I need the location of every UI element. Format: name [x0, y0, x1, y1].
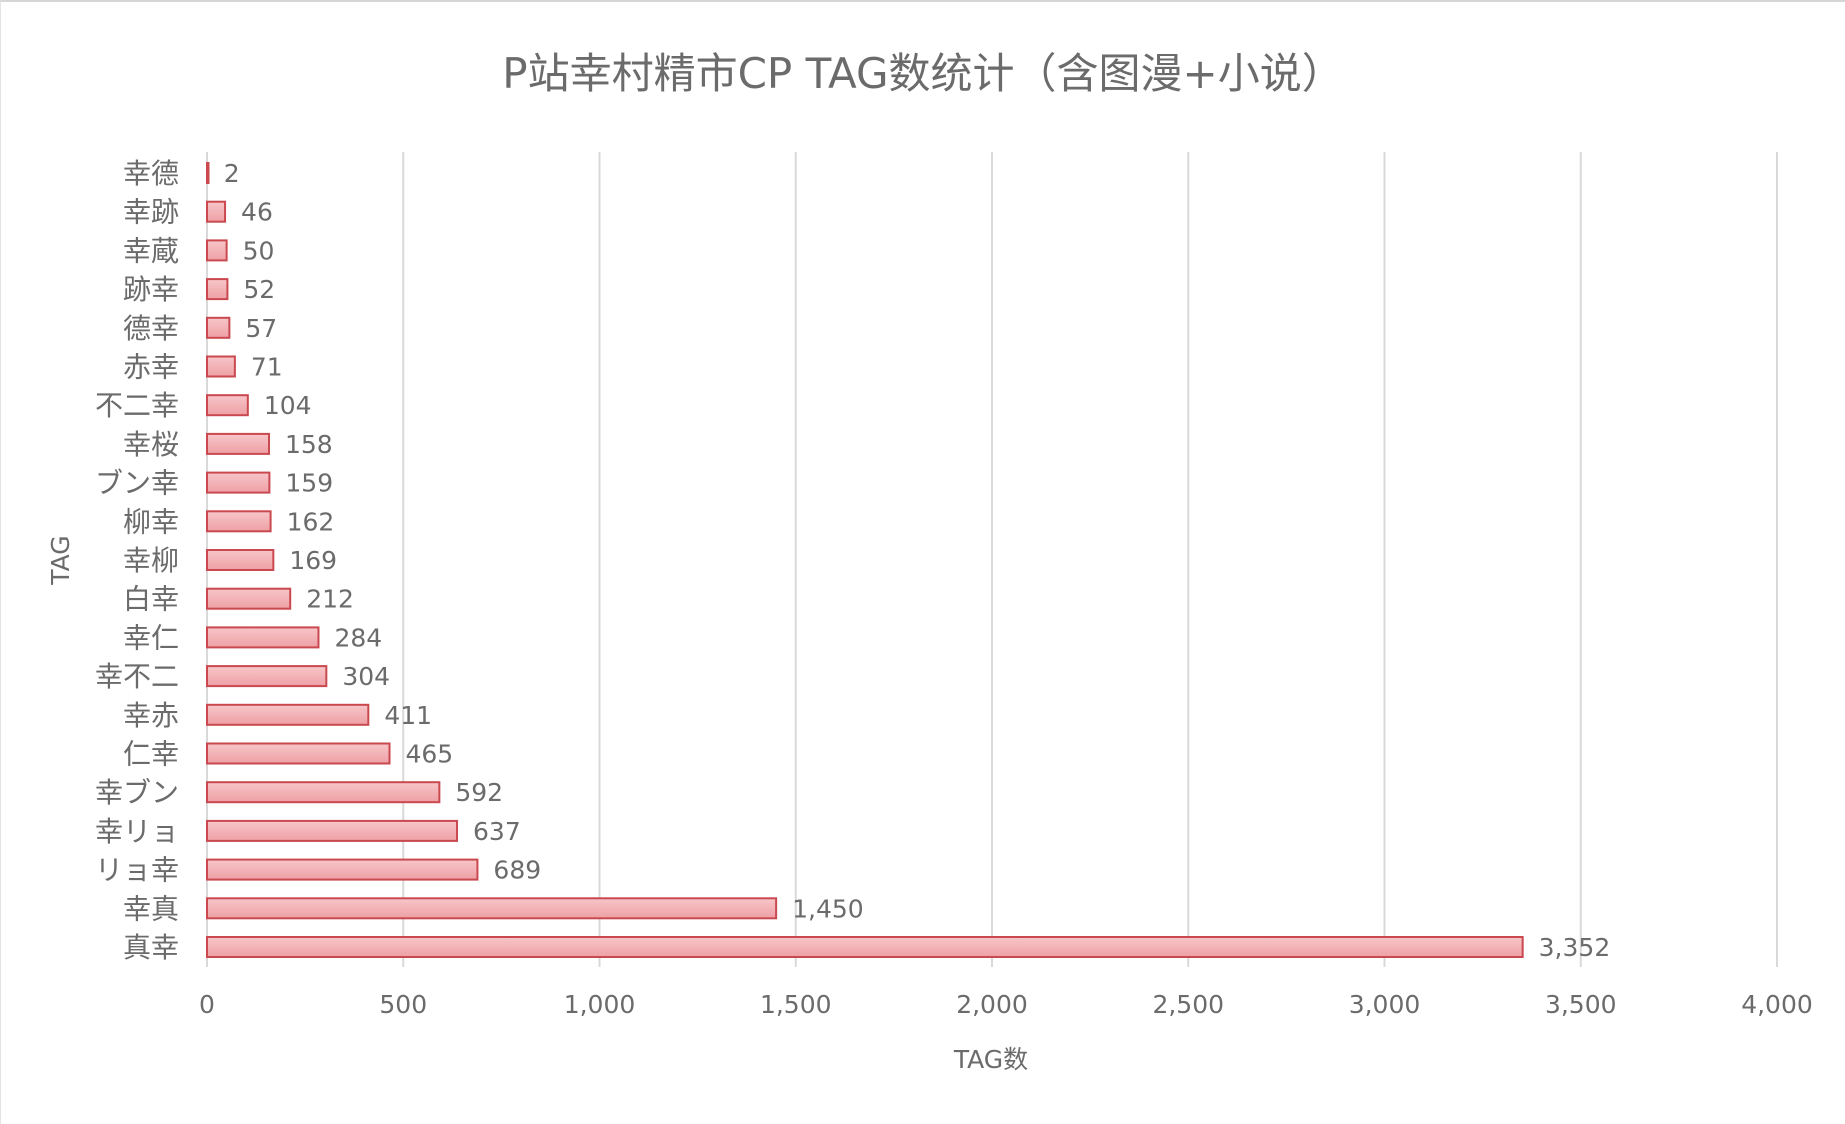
x-axis-title: TAG数 — [953, 1045, 1028, 1074]
data-label: 212 — [306, 585, 354, 614]
category-label: 赤幸 — [123, 351, 179, 384]
bar — [206, 316, 231, 339]
category-label: 仁幸 — [123, 738, 179, 771]
category-label: 不二幸 — [95, 389, 179, 422]
data-label: 689 — [493, 856, 541, 885]
category-label: 跡幸 — [123, 273, 179, 306]
data-label: 284 — [334, 623, 382, 652]
category-label: ブン幸 — [95, 467, 179, 500]
category-label: 幸リョ — [95, 815, 179, 848]
category-labels: 幸德幸跡幸蔵跡幸德幸赤幸不二幸幸桜ブン幸柳幸幸柳白幸幸仁幸不二幸赤仁幸幸ブン幸リ… — [95, 157, 179, 964]
x-tick-label: 0 — [199, 990, 215, 1019]
category-label: 幸ブン — [95, 776, 179, 809]
x-tick-label: 1,000 — [564, 990, 636, 1019]
category-label: リョ幸 — [95, 854, 179, 887]
bar — [206, 742, 391, 765]
data-label: 1,450 — [792, 894, 864, 923]
bar — [206, 665, 328, 688]
bar — [206, 897, 778, 920]
data-label: 637 — [473, 817, 521, 846]
data-label: 592 — [455, 778, 503, 807]
x-tick-label: 2,000 — [956, 990, 1028, 1019]
bar — [206, 432, 271, 455]
bar — [206, 278, 229, 301]
data-label: 411 — [384, 701, 432, 730]
bar — [206, 549, 275, 571]
x-tick-label: 4,000 — [1741, 990, 1813, 1019]
data-label: 104 — [264, 391, 312, 420]
data-label: 162 — [287, 507, 335, 536]
data-label: 304 — [342, 662, 390, 691]
bar — [206, 703, 370, 726]
bar — [206, 471, 271, 494]
category-label: 幸真 — [123, 892, 179, 925]
x-tick-label: 500 — [379, 990, 427, 1019]
category-label: 真幸 — [123, 931, 179, 964]
category-label: 幸赤 — [123, 699, 179, 732]
data-label: 159 — [285, 469, 333, 498]
x-tick-label: 3,000 — [1349, 990, 1421, 1019]
category-label: 白幸 — [123, 583, 179, 616]
bar — [206, 781, 441, 804]
category-label: 幸仁 — [123, 621, 179, 654]
x-tick-label: 3,500 — [1545, 990, 1617, 1019]
x-tick-label: 2,500 — [1152, 990, 1224, 1019]
y-axis-title: TAG — [46, 535, 75, 585]
x-tick-label: 1,500 — [760, 990, 832, 1019]
data-label: 465 — [406, 740, 454, 769]
bar — [206, 200, 227, 223]
gridlines — [206, 152, 1778, 967]
data-label: 71 — [251, 353, 283, 382]
bar — [206, 587, 292, 610]
category-label: 幸跡 — [123, 196, 179, 229]
data-label: 3,352 — [1539, 933, 1611, 962]
category-label: 德幸 — [123, 312, 179, 345]
data-label: 2 — [224, 159, 240, 188]
data-labels: 246 50 52 57 71 104 158 159 162 169 212 284 304 411 46… — [224, 159, 1610, 962]
data-label: 169 — [289, 546, 337, 575]
category-label: 幸德 — [123, 157, 179, 190]
data-label: 46 — [241, 198, 273, 227]
chart-title: P站幸村精市CP TAG数统计（含图漫+小说） — [502, 49, 1343, 98]
category-label: 幸蔵 — [123, 234, 179, 267]
bar — [206, 355, 236, 378]
bar — [206, 239, 228, 262]
bar — [206, 394, 249, 417]
bar — [206, 626, 320, 649]
category-label: 柳幸 — [123, 505, 179, 538]
data-label: 52 — [243, 275, 275, 304]
category-label: 幸不二 — [95, 660, 179, 693]
x-tick-labels: 0 500 1,000 1,500 2,000 2,500 3,000 3,500 4,000 — [199, 990, 1813, 1019]
bars — [206, 162, 1524, 958]
bar — [206, 510, 272, 533]
data-label: 57 — [245, 314, 277, 343]
data-label: 50 — [243, 236, 275, 265]
category-label: 幸桜 — [123, 428, 179, 461]
category-label: 幸柳 — [123, 544, 179, 577]
bar — [206, 858, 479, 881]
bar — [206, 162, 210, 184]
bar — [206, 936, 1524, 958]
bar — [206, 819, 459, 842]
data-label: 158 — [285, 430, 333, 459]
